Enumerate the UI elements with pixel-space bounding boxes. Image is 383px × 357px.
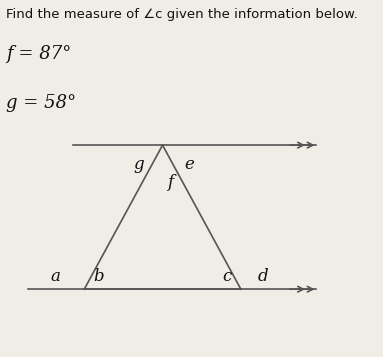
Text: Find the measure of ∠c given the information below.: Find the measure of ∠c given the informa…	[6, 8, 358, 21]
Text: g: g	[133, 156, 144, 173]
Text: e: e	[185, 156, 195, 173]
Text: f: f	[167, 174, 173, 191]
Text: f = 87°: f = 87°	[6, 45, 71, 63]
Text: a: a	[51, 268, 61, 285]
Text: g = 58°: g = 58°	[6, 94, 76, 112]
Text: d: d	[258, 268, 268, 285]
Text: c: c	[222, 268, 231, 285]
Text: b: b	[93, 268, 104, 285]
